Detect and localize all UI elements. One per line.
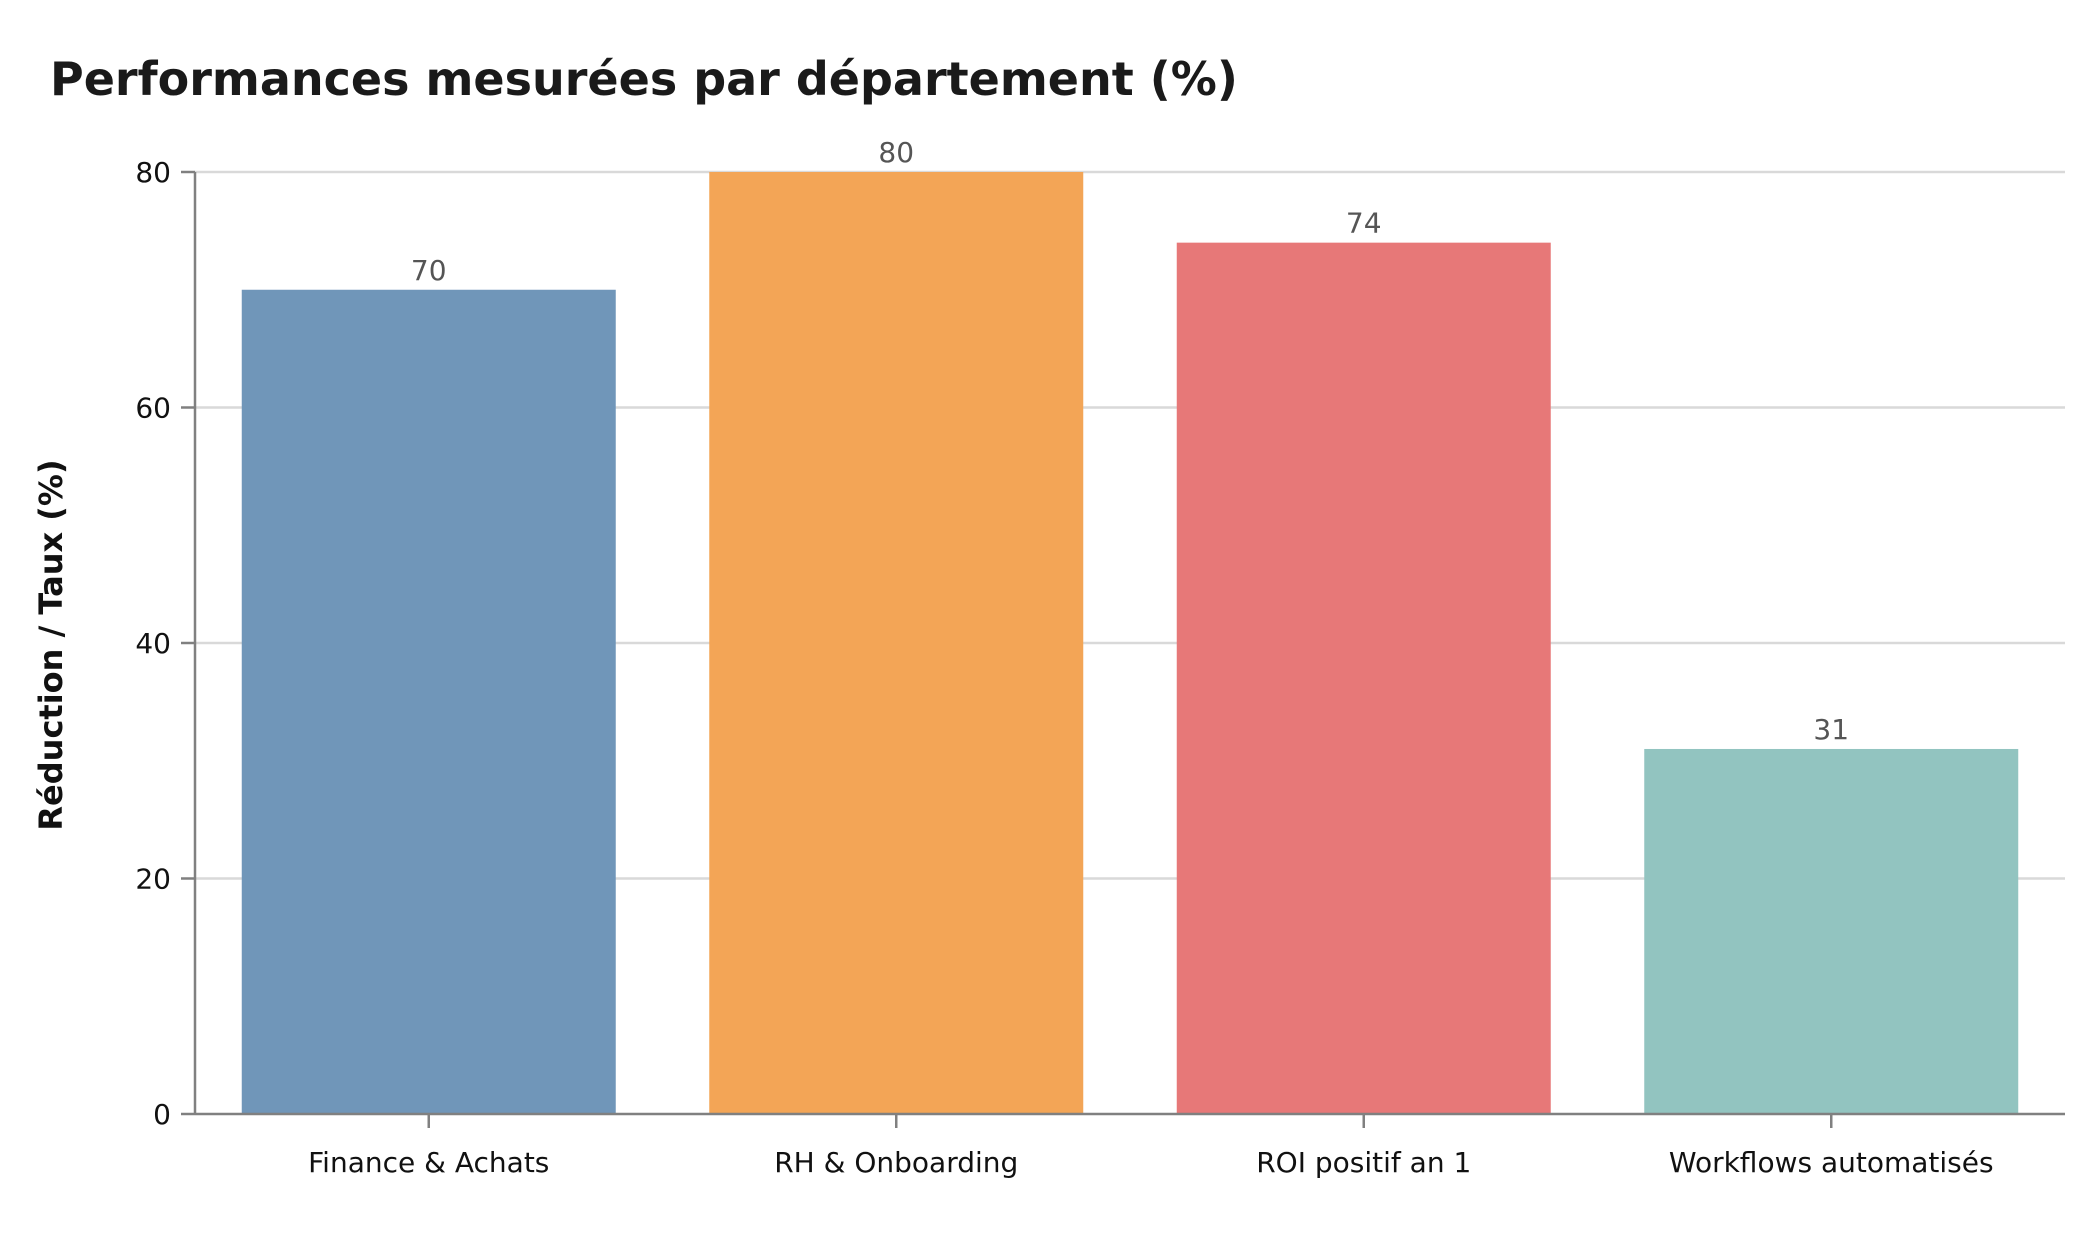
bar — [241, 289, 616, 1114]
y-tick-label: 40 — [135, 627, 171, 660]
axes — [181, 170, 2065, 1128]
y-tick-label: 0 — [153, 1098, 171, 1131]
x-tick-label: ROI positif an 1 — [1256, 1146, 1471, 1179]
x-tick-label: Workflows automatisés — [1669, 1146, 1994, 1179]
data-label: 74 — [1346, 207, 1382, 240]
y-tick-label: 60 — [135, 392, 171, 425]
x-tick-label: Finance & Achats — [308, 1146, 549, 1179]
y-tick-label: 80 — [135, 156, 171, 189]
y-axis-label: Réduction / Taux (%) — [32, 459, 70, 830]
bar — [709, 172, 1084, 1114]
data-label: 80 — [878, 136, 914, 169]
labels: 0 20 40 60 80 70 Finance & Achats 80 RH & Onboar… — [135, 136, 1993, 1179]
bar — [1644, 748, 2019, 1114]
y-tick-label: 20 — [135, 863, 171, 896]
bar — [1176, 242, 1551, 1114]
x-tick-label: RH & Onboarding — [774, 1146, 1018, 1179]
data-label: 31 — [1813, 713, 1849, 746]
data-label: 70 — [411, 254, 447, 287]
bars — [241, 172, 2019, 1114]
chart-title: Performances mesurées par département (%… — [50, 52, 1238, 106]
